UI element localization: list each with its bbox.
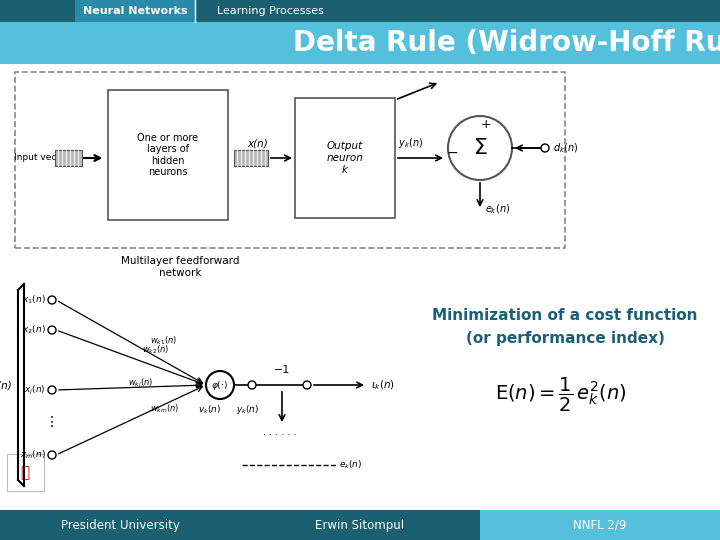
Text: NNFL 2/9: NNFL 2/9	[573, 518, 626, 531]
Circle shape	[48, 386, 56, 394]
Text: Delta Rule (Widrow-Hoff Rule): Delta Rule (Widrow-Hoff Rule)	[293, 29, 720, 57]
Ellipse shape	[448, 116, 512, 180]
Text: $\Sigma$: $\Sigma$	[473, 138, 487, 158]
Bar	[75, 0, 195, 22]
Text: $\iota_k(n)$: $\iota_k(n)$	[371, 378, 395, 392]
Text: President University: President University	[60, 518, 179, 531]
Text: x(n): x(n)	[248, 138, 269, 148]
Text: $e_k(n)$: $e_k(n)$	[485, 202, 510, 215]
Circle shape	[48, 451, 56, 459]
Text: +: +	[481, 118, 491, 131]
Text: $w_{kj}(n)$: $w_{kj}(n)$	[127, 377, 153, 390]
Circle shape	[541, 144, 549, 152]
Bar	[480, 510, 720, 540]
Text: Learning Processes: Learning Processes	[217, 6, 323, 16]
Circle shape	[48, 296, 56, 304]
Bar	[0, 510, 480, 540]
Text: $w_{km}(n)$: $w_{km}(n)$	[150, 402, 179, 415]
Text: $e_k(n)$: $e_k(n)$	[339, 459, 362, 471]
Text: 🏛: 🏛	[20, 465, 30, 481]
Text: x(n): x(n)	[0, 380, 12, 390]
Text: Multilayer feedforward
network: Multilayer feedforward network	[121, 256, 239, 278]
Circle shape	[48, 326, 56, 334]
Bar	[108, 90, 228, 220]
Bar	[295, 98, 395, 218]
Text: ⋮: ⋮	[45, 415, 59, 429]
Text: $x_1(n)$: $x_1(n)$	[22, 294, 46, 306]
Text: −1: −1	[274, 365, 290, 375]
Bar	[0, 22, 720, 64]
Text: One or more
layers of
hidden
neurons: One or more layers of hidden neurons	[138, 133, 199, 178]
Text: $\varphi(\cdot)$: $\varphi(\cdot)$	[212, 379, 228, 392]
Text: $w_{k2}(n)$: $w_{k2}(n)$	[143, 344, 170, 356]
Text: (or performance index): (or performance index)	[466, 330, 665, 346]
Bar	[55, 150, 82, 166]
Text: Output
neuron
k: Output neuron k	[327, 141, 364, 174]
Bar	[0, 0, 720, 22]
Text: $x_2(n)$: $x_2(n)$	[22, 324, 46, 336]
Text: −: −	[446, 146, 458, 160]
Bar	[234, 150, 268, 166]
Circle shape	[206, 371, 234, 399]
Text: $x_j(n)$: $x_j(n)$	[24, 383, 46, 396]
Text: $\mathsf{E}(n)=\dfrac{1}{2}\,e_k^2(n)$: $\mathsf{E}(n)=\dfrac{1}{2}\,e_k^2(n)$	[495, 376, 627, 414]
Text: Minimization of a cost function: Minimization of a cost function	[432, 307, 698, 322]
Circle shape	[248, 381, 256, 389]
Text: $d_k(n)$: $d_k(n)$	[553, 141, 578, 155]
FancyBboxPatch shape	[7, 454, 44, 491]
Bar	[15, 72, 565, 248]
Text: $w_{k1}(n)$: $w_{k1}(n)$	[150, 334, 177, 347]
Text: Input vector: Input vector	[14, 153, 69, 163]
Text: Neural Networks: Neural Networks	[83, 6, 187, 16]
Text: $x_m(n)$: $x_m(n)$	[20, 449, 46, 461]
Text: $v_k(n)$: $v_k(n)$	[199, 403, 222, 415]
Text: · · · · · ·: · · · · · ·	[263, 430, 297, 440]
Text: Erwin Sitompul: Erwin Sitompul	[315, 518, 405, 531]
Circle shape	[303, 381, 311, 389]
Text: $y_k(n)$: $y_k(n)$	[398, 136, 423, 150]
Text: $y_k(n)$: $y_k(n)$	[236, 403, 259, 416]
